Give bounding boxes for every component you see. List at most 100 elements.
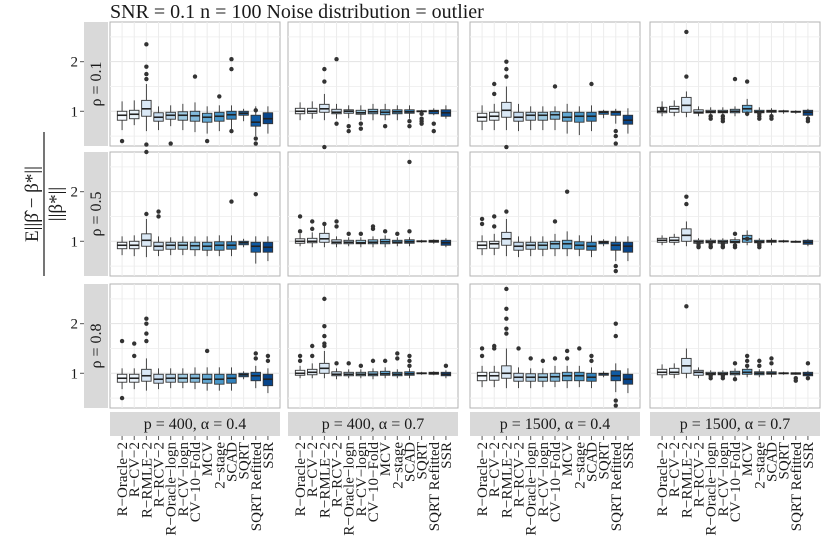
- outlier-point: [358, 231, 364, 237]
- box: [355, 363, 367, 379]
- outlier-point: [805, 116, 811, 121]
- x-tick-label: R−RCV−2: [692, 442, 708, 507]
- x-tick-label: SCAD: [584, 442, 600, 482]
- box: [741, 79, 753, 117]
- outlier-point: [322, 144, 327, 150]
- outlier-point: [684, 194, 689, 199]
- outlier-point: [132, 341, 137, 346]
- outlier-point: [119, 338, 125, 344]
- col-strip: [288, 412, 458, 436]
- outlier-point: [395, 231, 400, 237]
- box: [778, 239, 789, 243]
- box: [416, 239, 427, 243]
- box: [549, 84, 561, 131]
- outlier-point: [504, 74, 509, 79]
- box: [319, 296, 330, 379]
- box: [250, 351, 261, 389]
- box: [525, 106, 536, 131]
- box: [669, 233, 680, 246]
- row-strip-label: ρ = 0.1: [88, 61, 105, 106]
- x-tick-label: SSR: [261, 442, 277, 469]
- box: [656, 364, 668, 379]
- box: [574, 346, 585, 388]
- x-tick-label: R−Oracle−logn: [342, 442, 358, 536]
- outlier-point: [144, 71, 149, 77]
- facet-strips: ρ = 0.1 ρ = 0.5 ρ = 0.8 p = 400, α = 0.4 p =…: [84, 22, 820, 436]
- outlier-point: [334, 121, 339, 126]
- outlier-point: [720, 241, 726, 246]
- outlier-point: [370, 358, 376, 364]
- box: [428, 371, 439, 376]
- outlier-point: [696, 241, 701, 246]
- x-tick-label: 2−stage: [572, 442, 588, 489]
- panel: [109, 21, 281, 147]
- outlier-point: [684, 304, 689, 309]
- x-tick-label: SQRT: [237, 442, 253, 479]
- box: [404, 159, 415, 247]
- box: [513, 346, 524, 389]
- outlier-point: [144, 321, 149, 326]
- box: [201, 236, 213, 257]
- x-tick-label: SCAD: [224, 442, 240, 482]
- outlier-point: [732, 243, 738, 248]
- outlier-point: [419, 111, 424, 116]
- x-tick-label: CV−10−Fold: [366, 442, 382, 523]
- outlier-point: [431, 128, 436, 134]
- outlier-point: [757, 358, 762, 364]
- y-tick-label: 1: [71, 104, 79, 120]
- outlier-point: [253, 191, 258, 197]
- outlier-point: [492, 224, 497, 229]
- box: [598, 371, 609, 378]
- box: [331, 361, 342, 380]
- outlier-point: [229, 199, 234, 204]
- outlier-point: [322, 79, 327, 84]
- outlier-point: [613, 398, 618, 403]
- box-body: [669, 367, 680, 375]
- box: [586, 235, 597, 258]
- outlier-point: [382, 123, 388, 129]
- box: [802, 361, 814, 381]
- box: [367, 224, 379, 248]
- outlier-point: [577, 346, 582, 351]
- box: [754, 238, 765, 250]
- panel: [287, 144, 459, 277]
- x-tick-label: R−CV−logn: [354, 442, 370, 517]
- outlier-point: [358, 363, 364, 369]
- panel: [287, 21, 459, 147]
- box: [790, 240, 801, 243]
- x-tick-label: MCV: [200, 442, 216, 476]
- outlier-point: [732, 377, 738, 382]
- outlier-point: [504, 209, 509, 214]
- outlier-point: [217, 94, 222, 99]
- box: [165, 105, 176, 146]
- x-tick-label: R−Oracle−2: [115, 442, 131, 516]
- box: [129, 341, 140, 390]
- outlier-point: [613, 141, 618, 146]
- box: [501, 144, 512, 257]
- box: [307, 101, 318, 119]
- box: [610, 321, 621, 408]
- x-tick-label: R−CV−2: [667, 442, 683, 497]
- outlier-point: [528, 356, 533, 361]
- x-tick-label: R−RMLE−2: [139, 442, 155, 518]
- box: [355, 231, 367, 248]
- outlier-point: [708, 241, 713, 246]
- outlier-point: [504, 306, 509, 311]
- x-tick-label: R−RCV−2: [330, 442, 346, 507]
- outlier-point: [382, 358, 388, 364]
- box: [778, 109, 789, 114]
- x-tick-label: SQRT Refitted: [609, 442, 625, 532]
- outlier-point: [204, 348, 210, 354]
- box: [693, 367, 704, 379]
- box: [355, 105, 367, 131]
- row-strip: [84, 284, 108, 408]
- outlier-point: [370, 224, 376, 229]
- box: [392, 231, 403, 247]
- box: [129, 100, 140, 126]
- outlier-point: [504, 326, 509, 331]
- outlier-point: [613, 321, 618, 326]
- box: [226, 367, 237, 391]
- x-tick-label: R−RCV−2: [152, 442, 168, 507]
- box: [428, 108, 439, 134]
